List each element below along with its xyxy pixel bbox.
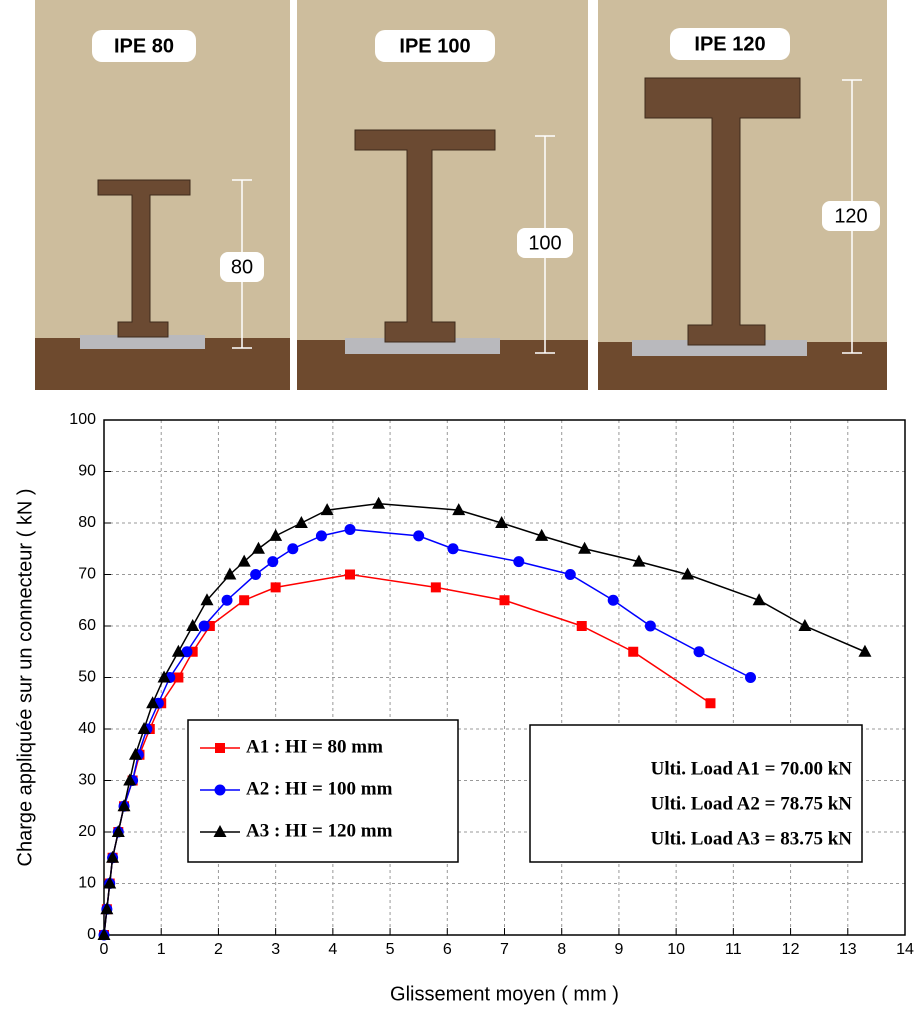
dimension-label: 100 (528, 232, 561, 254)
legend-label: A3 : HI = 120 mm (246, 820, 393, 841)
marker (287, 543, 298, 554)
x-tick-label: 0 (100, 941, 109, 958)
annotation: Ulti. Load A2 = 78.75 kN (651, 793, 853, 814)
marker (222, 595, 233, 606)
x-tick-label: 12 (782, 941, 800, 958)
x-tick-label: 6 (443, 941, 452, 958)
photo-title: IPE 80 (114, 35, 174, 57)
marker (577, 621, 587, 631)
photo-ipe120: 120 IPE 120 (598, 0, 887, 390)
dimension-label: 120 (834, 205, 867, 227)
x-tick-label: 13 (839, 941, 857, 958)
x-tick-label: 10 (667, 941, 685, 958)
y-tick-label: 20 (78, 823, 96, 840)
x-tick-label: 3 (271, 941, 280, 958)
photo-ipe100: 100 IPE 100 (297, 0, 588, 390)
marker (316, 530, 327, 541)
y-tick-label: 60 (78, 617, 96, 634)
marker (500, 595, 510, 605)
marker (431, 582, 441, 592)
marker (215, 743, 225, 753)
annotation: Ulti. Load A3 = 83.75 kN (651, 828, 853, 849)
x-tick-label: 9 (614, 941, 623, 958)
y-tick-label: 50 (78, 669, 96, 686)
marker (215, 785, 226, 796)
x-tick-label: 5 (386, 941, 395, 958)
marker (705, 698, 715, 708)
x-tick-label: 11 (725, 941, 742, 958)
marker (345, 570, 355, 580)
x-tick-label: 2 (214, 941, 223, 958)
y-tick-label: 70 (78, 566, 96, 583)
marker (565, 569, 576, 580)
marker (345, 524, 356, 535)
marker (645, 621, 656, 632)
x-tick-label: 4 (328, 941, 337, 958)
marker (239, 595, 249, 605)
figure: 80 IPE 80 100 IPE 100 120 IPE 120 012345… (0, 0, 920, 1016)
y-axis-label: Charge appliquée sur un connecteur ( kN … (14, 489, 36, 867)
marker (608, 595, 619, 606)
marker (694, 646, 705, 657)
legend-label: A2 : HI = 100 mm (246, 778, 393, 799)
y-tick-label: 100 (69, 411, 96, 428)
marker (250, 569, 261, 580)
y-tick-label: 40 (78, 720, 96, 737)
y-tick-label: 0 (87, 926, 96, 943)
photo-ipe80: 80 IPE 80 (35, 0, 290, 390)
x-tick-label: 8 (557, 941, 566, 958)
x-tick-label: 7 (500, 941, 509, 958)
x-tick-label: 14 (896, 941, 914, 958)
x-tick-label: 1 (157, 941, 166, 958)
marker (199, 621, 210, 632)
photo-title: IPE 100 (399, 35, 470, 57)
dimension-label: 80 (231, 256, 253, 278)
y-tick-label: 90 (78, 463, 96, 480)
x-axis-label: Glissement moyen ( mm ) (390, 983, 619, 1005)
y-tick-label: 10 (78, 875, 96, 892)
marker (413, 530, 424, 541)
legend-label: A1 : HI = 80 mm (246, 736, 383, 757)
marker (267, 556, 278, 567)
annotation: Ulti. Load A1 = 70.00 kN (651, 758, 853, 779)
y-tick-label: 30 (78, 772, 96, 789)
marker (448, 543, 459, 554)
photo-title: IPE 120 (694, 33, 765, 55)
y-tick-label: 80 (78, 514, 96, 531)
marker (271, 582, 281, 592)
marker (513, 556, 524, 567)
marker (745, 672, 756, 683)
marker (628, 647, 638, 657)
